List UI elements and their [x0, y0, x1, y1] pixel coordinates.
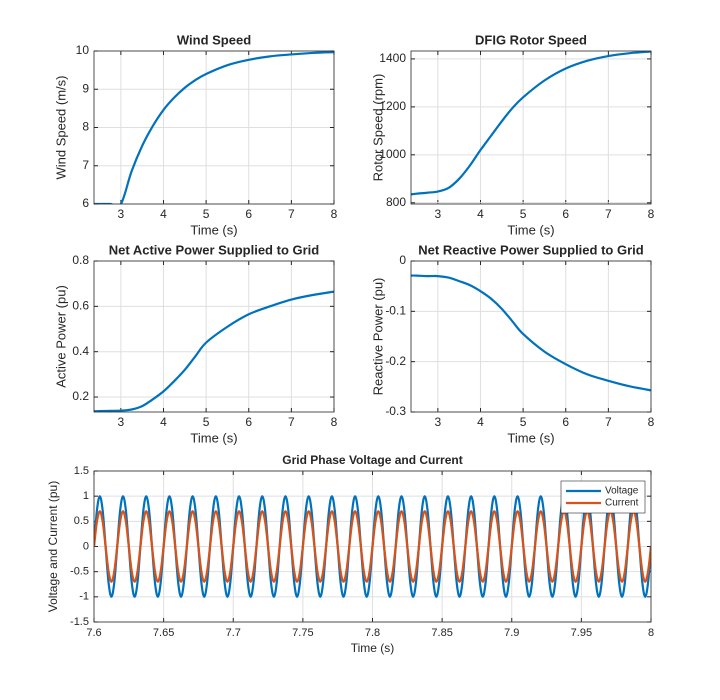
x-tick-label: 3	[435, 207, 442, 221]
x-tick-label: 7	[288, 415, 295, 429]
axes-box	[93, 50, 335, 205]
y-tick-label: 0.2	[72, 389, 89, 403]
y-tick-label: 1	[83, 490, 89, 502]
data-line	[94, 510, 651, 583]
plot-area	[411, 261, 651, 412]
axes: 3 4 5 6 7 8 0 -0.1 -0.2 -0.3 Net Reactive Power Su…	[370, 242, 654, 445]
x-tick-label: 3	[118, 207, 125, 221]
y-axis-label: Voltage and Current (pu)	[46, 481, 60, 612]
axes: 7.6 7.65 7.7 7.75 7.8 7.85 7.9 7.95 8 -1.5 -1 -0.5 0…	[46, 453, 654, 655]
y-tick-label: 0	[83, 540, 89, 552]
x-tick-label: 4	[160, 207, 167, 221]
x-axis-label: Time (s)	[351, 641, 395, 655]
legend-box	[560, 480, 646, 514]
legend-label: Voltage	[605, 486, 639, 497]
x-axis-label: Time (s)	[507, 430, 554, 445]
x-tick-label: 7.9	[504, 627, 519, 639]
y-tick-label: 6	[82, 196, 89, 210]
data-line	[411, 274, 651, 392]
x-tick-label: 8	[331, 207, 338, 221]
x-tick-label: 8	[648, 415, 655, 429]
y-tick-label: 1.5	[74, 465, 89, 477]
x-tick-label: 6	[562, 207, 569, 221]
x-tick-label: 7.65	[153, 627, 174, 639]
y-axis-label: Reactive Power (pu)	[370, 278, 385, 396]
x-tick-label: 7.6	[86, 627, 101, 639]
y-axis-label: Active Power (pu)	[53, 285, 68, 388]
y-tick-label: 0.5	[74, 515, 89, 527]
axes: 3 4 5 6 7 8 6 7 8 9 10 Wind Speed Time (s) Wind Speed…	[53, 32, 337, 237]
x-tick-label: 4	[477, 415, 484, 429]
y-tick-label: 0.4	[72, 344, 89, 358]
data-line	[94, 290, 334, 412]
x-axis-label: Time (s)	[190, 222, 237, 237]
x-tick-label: 4	[477, 207, 484, 221]
axes-box	[410, 50, 652, 205]
chart-title: Net Active Power Supplied to Grid	[109, 242, 319, 257]
y-tick-label: -1.5	[70, 616, 89, 628]
y-tick-label: 1000	[379, 147, 406, 161]
y-tick-label: 8	[82, 120, 89, 134]
y-tick-label: 800	[386, 195, 406, 209]
y-axis-label: Rotor Speed (rpm)	[370, 74, 385, 182]
x-tick-label: 7.85	[431, 627, 452, 639]
y-tick-label: -1	[79, 591, 89, 603]
plot-area	[411, 51, 651, 204]
x-tick-label: 6	[245, 207, 252, 221]
legend-label: Current	[605, 498, 639, 509]
x-tick-label: 7.8	[365, 627, 380, 639]
axes-box	[93, 260, 335, 413]
y-tick-label: -0.5	[70, 566, 89, 578]
x-tick-label: 7.7	[226, 627, 241, 639]
axes: 3 4 5 6 7 8 0.2 0.4 0.6 0.8 Net Active Power Suppl…	[53, 242, 337, 445]
x-tick-label: 5	[203, 415, 210, 429]
y-tick-label: 0.6	[72, 299, 89, 313]
y-tick-label: -0.3	[385, 404, 406, 418]
chart-title: Wind Speed	[177, 32, 251, 47]
x-tick-label: 7	[605, 415, 612, 429]
x-tick-label: 5	[520, 207, 527, 221]
y-tick-label: -0.1	[385, 304, 406, 318]
x-axis-label: Time (s)	[507, 222, 554, 237]
x-tick-label: 4	[160, 415, 167, 429]
x-tick-label: 7.95	[571, 627, 592, 639]
x-tick-label: 5	[203, 207, 210, 221]
chart-title: Grid Phase Voltage and Current	[282, 453, 462, 467]
x-tick-label: 6	[245, 415, 252, 429]
data-line	[94, 51, 334, 204]
x-axis-label: Time (s)	[190, 430, 237, 445]
x-tick-label: 5	[520, 415, 527, 429]
y-tick-label: 7	[82, 158, 89, 172]
chart-title: Net Reactive Power Supplied to Grid	[418, 242, 643, 257]
y-tick-label: 0.8	[72, 253, 89, 267]
axes: 3 4 5 6 7 8 800 1000 1200 1400 DFIG Rotor Speed Tim…	[370, 32, 654, 237]
y-tick-label: -0.2	[385, 354, 406, 368]
x-tick-label: 7	[605, 207, 612, 221]
x-tick-label: 6	[562, 415, 569, 429]
y-tick-label: 10	[76, 43, 90, 57]
y-tick-label: 0	[399, 253, 406, 267]
y-tick-label: 1200	[379, 99, 406, 113]
y-axis-label: Wind Speed (m/s)	[53, 75, 68, 179]
x-tick-label: 3	[118, 415, 125, 429]
axes-box	[410, 260, 652, 413]
x-tick-label: 3	[435, 415, 442, 429]
y-tick-label: 9	[82, 81, 89, 95]
data-line	[411, 51, 651, 196]
y-tick-label: 1400	[379, 51, 406, 65]
x-tick-label: 8	[331, 415, 338, 429]
axes-box	[93, 470, 652, 623]
chart-title: DFIG Rotor Speed	[475, 32, 587, 47]
x-tick-label: 8	[648, 207, 655, 221]
x-tick-label: 8	[648, 627, 654, 639]
x-tick-label: 7	[288, 207, 295, 221]
x-tick-label: 7.75	[292, 627, 313, 639]
